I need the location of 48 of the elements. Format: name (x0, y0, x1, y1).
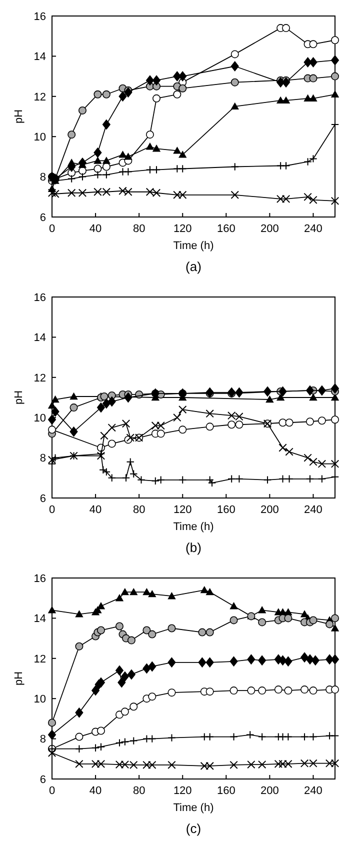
y-axis-title: pH (13, 390, 25, 405)
x-tick-label: 240 (304, 504, 322, 516)
x-tick-label: 40 (89, 785, 102, 797)
x-tick-label: 120 (173, 785, 192, 797)
y-tick-label: 8 (40, 452, 46, 465)
x-tick-label: 200 (260, 223, 279, 235)
y-tick-label: 14 (34, 613, 46, 626)
y-tick-label: 12 (34, 653, 46, 666)
y-tick-label: 16 (34, 292, 46, 304)
text: (a) (186, 259, 202, 274)
x-tick-label: 80 (132, 785, 146, 797)
x-tick-label: 120 (173, 504, 192, 516)
y-tick-label: 8 (40, 734, 46, 746)
y-tick-label: 12 (34, 372, 46, 384)
y-tick-label: 10 (34, 412, 46, 424)
y-tick-label: 10 (34, 693, 46, 706)
x-tick-label: 0 (48, 785, 56, 797)
text: (c) (186, 821, 202, 836)
x-axis-title: Time (h) (173, 521, 214, 533)
x-tick-label: 0 (48, 223, 56, 235)
y-tick-label: 14 (34, 332, 46, 344)
x-tick-label: 0 (48, 504, 56, 516)
x-tick-label: 80 (132, 504, 146, 516)
x-tick-label: 200 (260, 785, 279, 797)
x-tick-label: 160 (216, 504, 236, 516)
y-tick-label: 6 (40, 774, 46, 786)
y-tick-label: 16 (34, 10, 46, 23)
y-tick-label: 6 (40, 212, 46, 224)
x-axis-title: Time (h) (173, 240, 214, 252)
x-tick-label: 160 (216, 223, 236, 235)
x-tick-label: 120 (173, 223, 192, 235)
y-tick-label: 6 (40, 492, 46, 505)
x-tick-label: 40 (89, 504, 102, 516)
y-axis-title: pH (13, 109, 25, 124)
x-tick-label: 200 (260, 504, 279, 516)
x-tick-label: 240 (304, 223, 322, 235)
x-tick-label: 40 (89, 223, 102, 235)
x-axis-title: Time (h) (173, 802, 214, 814)
y-tick-label: 10 (34, 131, 46, 144)
x-tick-label: 80 (132, 223, 146, 235)
x-tick-label: 240 (304, 785, 322, 797)
text: (b) (186, 540, 202, 555)
y-tick-label: 12 (34, 91, 46, 104)
y-axis-title: pH (13, 671, 25, 686)
x-tick-label: 160 (216, 785, 236, 797)
y-tick-label: 14 (34, 51, 46, 64)
y-tick-label: 16 (34, 572, 46, 585)
y-tick-label: 8 (40, 172, 46, 184)
